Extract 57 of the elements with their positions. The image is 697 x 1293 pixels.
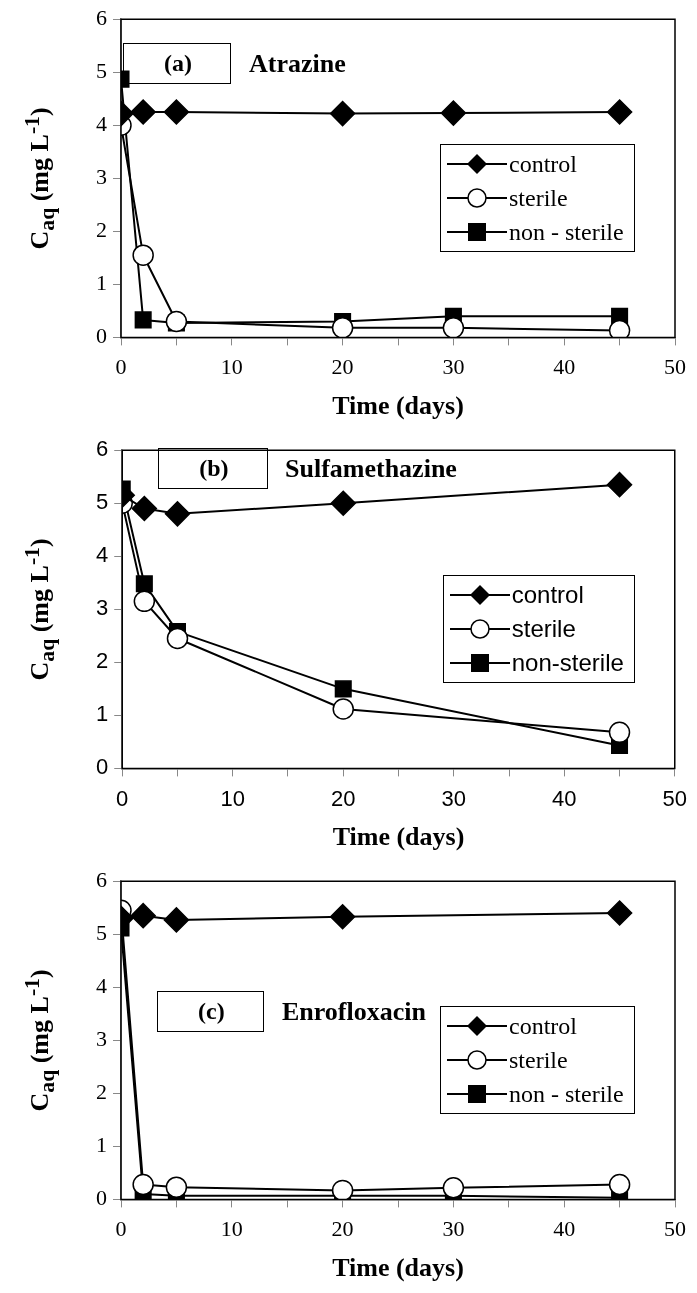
y-tick-label: 4 bbox=[95, 542, 109, 568]
y-tick-label: 1 bbox=[96, 270, 107, 296]
y-tick-label: 2 bbox=[96, 1079, 107, 1105]
x-axis-title: Time (days) bbox=[332, 1253, 464, 1283]
y-tick-label: 2 bbox=[96, 217, 107, 243]
annotation: (a) bbox=[123, 42, 231, 84]
x-tick-label: 10 bbox=[220, 354, 243, 380]
x-tick-label: 50 bbox=[662, 785, 688, 811]
x-tick-label: 0 bbox=[115, 1216, 127, 1242]
legend-label: non - sterile bbox=[509, 218, 624, 248]
y-tick-label: 3 bbox=[96, 1026, 107, 1052]
x-tick-label: 20 bbox=[331, 1216, 354, 1242]
y-tick-label: 3 bbox=[96, 164, 107, 190]
y-tick-label: 6 bbox=[96, 866, 107, 892]
legend-label: control bbox=[509, 1012, 577, 1042]
x-tick-label: 0 bbox=[115, 354, 127, 380]
legend-label: non-sterile bbox=[511, 648, 624, 679]
y-tick-label: 1 bbox=[95, 701, 109, 727]
chart-title: Sulfamethazine bbox=[285, 454, 457, 485]
y-tick-label: 2 bbox=[95, 648, 109, 674]
y-tick-label: 3 bbox=[95, 595, 109, 621]
x-tick-label: 0 bbox=[116, 785, 129, 811]
legend-label: sterile bbox=[509, 184, 568, 214]
y-tick-label: 4 bbox=[96, 973, 107, 999]
legend-label: non - sterile bbox=[509, 1080, 624, 1110]
text: Atrazine bbox=[249, 48, 346, 79]
legend-label: sterile bbox=[511, 614, 576, 645]
x-tick-label: 40 bbox=[553, 354, 576, 380]
y-tick-label: 5 bbox=[96, 920, 107, 946]
y-tick-label: 5 bbox=[95, 489, 109, 515]
annotation: (c) bbox=[157, 990, 264, 1032]
x-tick-label: 10 bbox=[220, 1216, 243, 1242]
x-axis-title: Time (days) bbox=[332, 822, 465, 852]
x-tick-label: 50 bbox=[664, 354, 686, 380]
annotation: (b) bbox=[158, 448, 268, 490]
x-tick-label: 10 bbox=[220, 785, 245, 811]
x-tick-label: 20 bbox=[331, 354, 354, 380]
x-tick-label: 40 bbox=[553, 1216, 576, 1242]
legend-label: control bbox=[509, 150, 577, 180]
y-tick-label: 6 bbox=[95, 436, 109, 462]
y-tick-label: 0 bbox=[96, 323, 107, 349]
text: Enrofloxacin bbox=[282, 996, 426, 1027]
x-axis-title: Time (days) bbox=[332, 391, 464, 421]
y-tick-label: 4 bbox=[96, 111, 107, 137]
y-tick-label: 0 bbox=[95, 754, 109, 780]
y-tick-label: 6 bbox=[96, 4, 107, 30]
legend-label: sterile bbox=[509, 1046, 568, 1076]
x-tick-label: 50 bbox=[664, 1216, 686, 1242]
y-tick-label: 5 bbox=[96, 58, 107, 84]
legend-label: control bbox=[511, 580, 584, 611]
y-tick-label: 1 bbox=[96, 1132, 107, 1158]
x-tick-label: 30 bbox=[442, 354, 465, 380]
x-tick-label: 30 bbox=[442, 1216, 465, 1242]
x-tick-label: 40 bbox=[552, 785, 577, 811]
x-tick-label: 20 bbox=[331, 785, 356, 811]
x-tick-label: 30 bbox=[441, 785, 466, 811]
y-tick-label: 0 bbox=[96, 1185, 107, 1211]
